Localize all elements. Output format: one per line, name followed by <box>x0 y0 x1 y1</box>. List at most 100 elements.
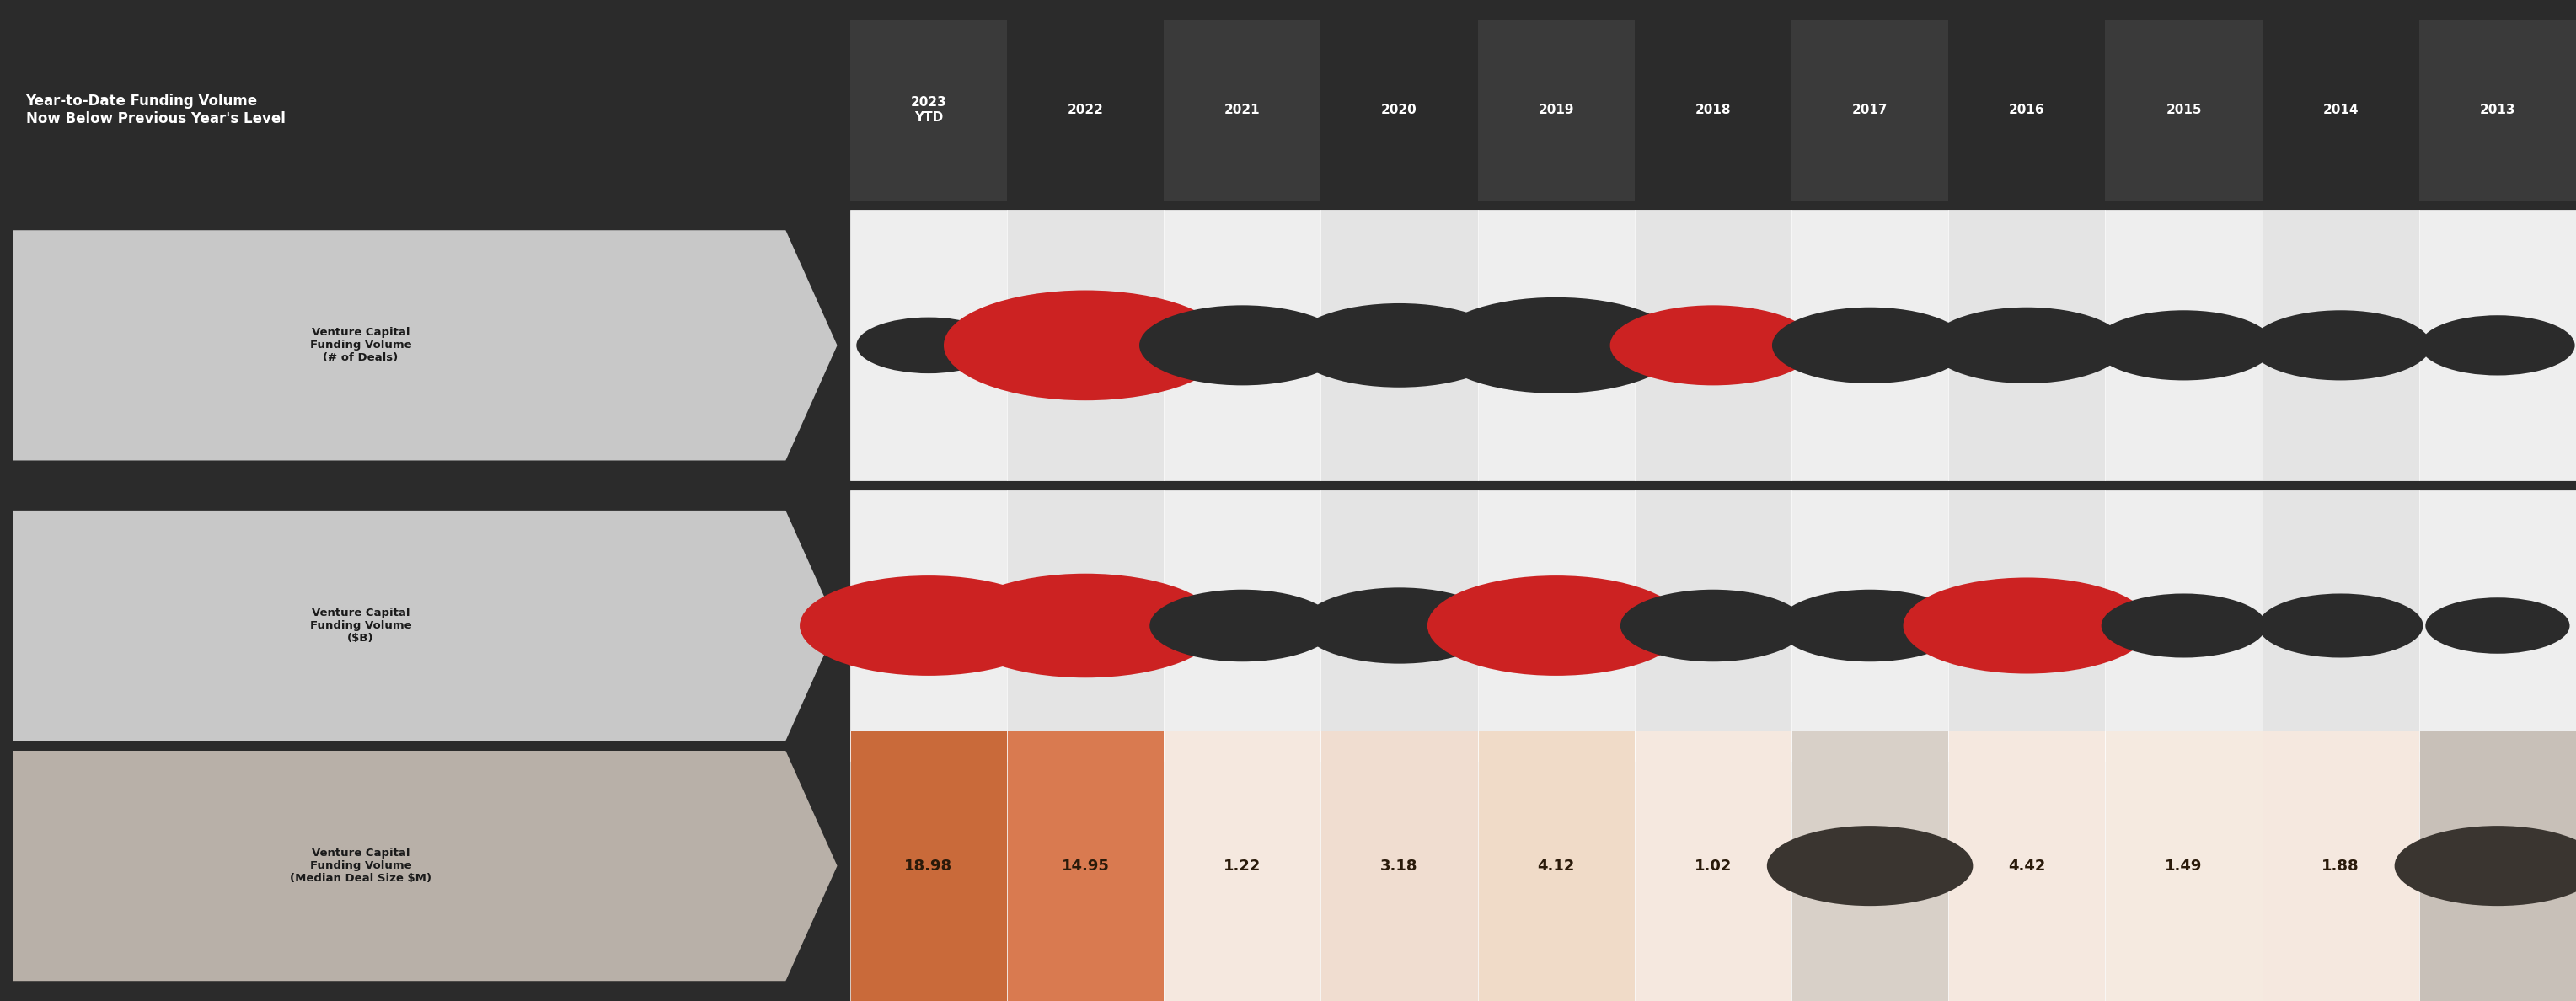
Circle shape <box>1620 590 1806 662</box>
Text: 2023
YTD: 2023 YTD <box>909 96 945 124</box>
Circle shape <box>2094 310 2275 380</box>
FancyBboxPatch shape <box>850 731 1007 1001</box>
Circle shape <box>1301 588 1497 664</box>
Circle shape <box>2421 315 2576 375</box>
FancyBboxPatch shape <box>1164 731 1321 1001</box>
FancyBboxPatch shape <box>2419 210 2576 480</box>
Text: 2014: 2014 <box>2324 104 2360 116</box>
FancyBboxPatch shape <box>1790 731 1947 1001</box>
FancyBboxPatch shape <box>2262 490 2419 761</box>
FancyBboxPatch shape <box>1636 210 1790 480</box>
FancyBboxPatch shape <box>1321 731 1479 1001</box>
Circle shape <box>1427 576 1685 676</box>
FancyBboxPatch shape <box>1479 731 1636 1001</box>
Circle shape <box>1139 305 1345 385</box>
Circle shape <box>2251 310 2432 380</box>
FancyBboxPatch shape <box>850 210 1007 480</box>
Text: Venture Capital
Funding Volume
(Median Deal Size $M): Venture Capital Funding Volume (Median D… <box>291 848 430 884</box>
FancyBboxPatch shape <box>1007 731 1164 1001</box>
Circle shape <box>943 290 1226 400</box>
Circle shape <box>2259 594 2424 658</box>
Circle shape <box>1772 307 1968 383</box>
Circle shape <box>1432 297 1680 393</box>
Circle shape <box>2396 826 2576 906</box>
Circle shape <box>2102 594 2267 658</box>
Circle shape <box>855 317 999 373</box>
FancyBboxPatch shape <box>1947 210 2105 480</box>
Text: 2019: 2019 <box>1538 104 1574 116</box>
Circle shape <box>2427 598 2571 654</box>
Circle shape <box>1929 307 2125 383</box>
Polygon shape <box>13 230 837 460</box>
FancyBboxPatch shape <box>1479 490 1636 761</box>
Circle shape <box>799 576 1056 676</box>
Circle shape <box>1767 826 1973 906</box>
FancyBboxPatch shape <box>1007 20 1164 200</box>
FancyBboxPatch shape <box>2262 210 2419 480</box>
Circle shape <box>1904 578 2151 674</box>
Text: 4.42: 4.42 <box>2009 858 2045 874</box>
FancyBboxPatch shape <box>1947 731 2105 1001</box>
FancyBboxPatch shape <box>1164 490 1321 761</box>
FancyBboxPatch shape <box>1321 210 1479 480</box>
Circle shape <box>1149 590 1334 662</box>
Text: 2015: 2015 <box>2166 104 2202 116</box>
FancyBboxPatch shape <box>2262 20 2419 200</box>
FancyBboxPatch shape <box>850 490 1007 761</box>
Polygon shape <box>13 751 837 981</box>
FancyBboxPatch shape <box>2419 20 2576 200</box>
FancyBboxPatch shape <box>0 210 850 480</box>
FancyBboxPatch shape <box>0 490 850 761</box>
FancyBboxPatch shape <box>2105 20 2262 200</box>
Text: 2020: 2020 <box>1381 104 1417 116</box>
Text: 1.22: 1.22 <box>1224 858 1262 874</box>
Text: 1.88: 1.88 <box>2321 858 2360 874</box>
FancyBboxPatch shape <box>1321 490 1479 761</box>
Text: 18.98: 18.98 <box>904 858 953 874</box>
FancyBboxPatch shape <box>1479 210 1636 480</box>
Circle shape <box>1291 303 1507 387</box>
Circle shape <box>1610 305 1816 385</box>
FancyBboxPatch shape <box>2262 731 2419 1001</box>
FancyBboxPatch shape <box>1479 20 1636 200</box>
Polygon shape <box>13 511 837 741</box>
FancyBboxPatch shape <box>850 20 2576 200</box>
Text: 2013: 2013 <box>2481 104 2514 116</box>
Text: 2022: 2022 <box>1066 104 1103 116</box>
FancyBboxPatch shape <box>2419 490 2576 761</box>
FancyBboxPatch shape <box>1790 490 1947 761</box>
FancyBboxPatch shape <box>2105 731 2262 1001</box>
Text: 2016: 2016 <box>2009 104 2045 116</box>
FancyBboxPatch shape <box>1164 20 1321 200</box>
Text: 2017: 2017 <box>1852 104 1888 116</box>
FancyBboxPatch shape <box>1790 210 1947 480</box>
Text: 1.49: 1.49 <box>2164 858 2202 874</box>
FancyBboxPatch shape <box>1790 20 1947 200</box>
Text: 2018: 2018 <box>1695 104 1731 116</box>
Text: 4.12: 4.12 <box>1538 858 1574 874</box>
Circle shape <box>1777 590 1963 662</box>
Text: Year-to-Date Funding Volume
Now Below Previous Year's Level: Year-to-Date Funding Volume Now Below Pr… <box>26 94 286 126</box>
FancyBboxPatch shape <box>1321 20 1479 200</box>
Text: 14.95: 14.95 <box>1061 858 1110 874</box>
Text: 2021: 2021 <box>1224 104 1260 116</box>
Circle shape <box>951 574 1218 678</box>
FancyBboxPatch shape <box>1636 20 1790 200</box>
FancyBboxPatch shape <box>850 20 1007 200</box>
FancyBboxPatch shape <box>1947 490 2105 761</box>
FancyBboxPatch shape <box>1636 490 1790 761</box>
FancyBboxPatch shape <box>0 20 850 200</box>
FancyBboxPatch shape <box>2419 731 2576 1001</box>
FancyBboxPatch shape <box>2105 210 2262 480</box>
Text: 1.02: 1.02 <box>1695 858 1731 874</box>
FancyBboxPatch shape <box>1007 490 1164 761</box>
Text: Venture Capital
Funding Volume
(# of Deals): Venture Capital Funding Volume (# of Dea… <box>309 327 412 363</box>
FancyBboxPatch shape <box>2105 490 2262 761</box>
FancyBboxPatch shape <box>1947 20 2105 200</box>
Text: Venture Capital
Funding Volume
($B): Venture Capital Funding Volume ($B) <box>309 608 412 644</box>
FancyBboxPatch shape <box>1164 210 1321 480</box>
FancyBboxPatch shape <box>1636 731 1790 1001</box>
Text: 3.18: 3.18 <box>1381 858 1417 874</box>
FancyBboxPatch shape <box>1007 210 1164 480</box>
FancyBboxPatch shape <box>0 731 850 1001</box>
